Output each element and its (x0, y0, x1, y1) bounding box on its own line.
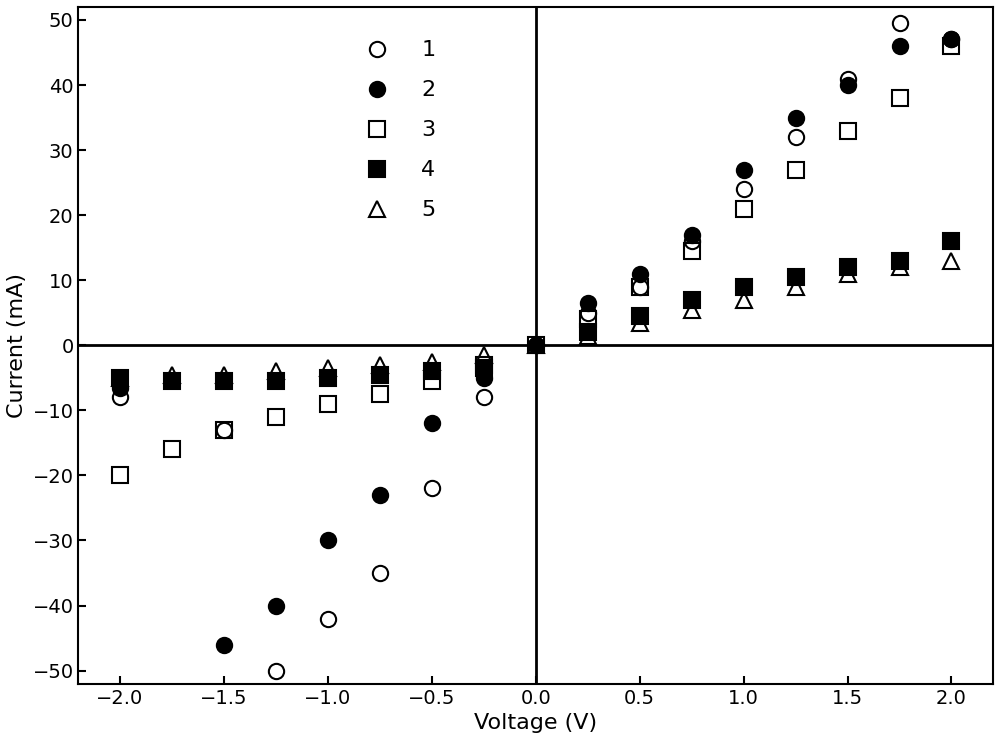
3 (322, 400, 334, 408)
5 (374, 360, 386, 369)
Legend: 1, 2, 3, 4, 5: 1, 2, 3, 4, 5 (346, 32, 444, 229)
5 (114, 374, 126, 383)
1 (114, 393, 126, 402)
1 (322, 614, 334, 623)
4 (738, 282, 750, 291)
3 (894, 93, 906, 102)
2 (842, 81, 854, 90)
1 (686, 237, 698, 246)
1 (842, 74, 854, 83)
2 (738, 165, 750, 174)
4 (894, 256, 906, 265)
4 (634, 312, 646, 320)
3 (426, 377, 438, 386)
4 (945, 237, 957, 246)
4 (426, 367, 438, 376)
2 (426, 419, 438, 428)
4 (218, 377, 230, 386)
2 (114, 383, 126, 392)
3 (270, 412, 282, 421)
2 (322, 536, 334, 545)
3 (738, 204, 750, 213)
4 (114, 374, 126, 383)
5 (166, 370, 178, 379)
5 (738, 295, 750, 304)
5 (478, 351, 490, 360)
2 (634, 269, 646, 278)
5 (530, 341, 542, 350)
3 (478, 360, 490, 369)
5 (270, 367, 282, 376)
Line: 1: 1 (112, 16, 959, 679)
5 (634, 318, 646, 327)
5 (218, 370, 230, 379)
1 (790, 132, 802, 141)
1 (374, 568, 386, 577)
5 (842, 269, 854, 278)
4 (478, 363, 490, 372)
3 (790, 165, 802, 174)
1 (426, 484, 438, 493)
3 (166, 445, 178, 454)
3 (686, 246, 698, 255)
5 (686, 305, 698, 314)
1 (530, 341, 542, 350)
X-axis label: Voltage (V): Voltage (V) (474, 713, 597, 733)
4 (374, 370, 386, 379)
1 (894, 18, 906, 27)
2 (686, 230, 698, 239)
3 (842, 126, 854, 135)
5 (790, 282, 802, 291)
5 (945, 256, 957, 265)
5 (426, 357, 438, 366)
Line: 4: 4 (112, 234, 959, 388)
1 (634, 282, 646, 291)
2 (582, 298, 594, 307)
5 (894, 263, 906, 272)
Line: 3: 3 (112, 38, 959, 483)
5 (582, 331, 594, 340)
3 (582, 314, 594, 323)
1 (478, 393, 490, 402)
4 (166, 377, 178, 386)
1 (945, 35, 957, 44)
3 (634, 282, 646, 291)
2 (478, 374, 490, 383)
1 (218, 425, 230, 434)
2 (270, 601, 282, 610)
4 (322, 374, 334, 383)
Y-axis label: Current (mA): Current (mA) (7, 273, 27, 418)
1 (582, 309, 594, 317)
4 (270, 377, 282, 386)
4 (790, 272, 802, 281)
1 (738, 185, 750, 194)
2 (218, 640, 230, 649)
3 (530, 341, 542, 350)
1 (270, 666, 282, 675)
3 (218, 425, 230, 434)
4 (686, 295, 698, 304)
2 (945, 35, 957, 44)
4 (842, 263, 854, 272)
3 (374, 390, 386, 399)
2 (374, 491, 386, 500)
4 (582, 328, 594, 337)
5 (322, 363, 334, 372)
2 (894, 41, 906, 50)
Line: 5: 5 (112, 253, 959, 386)
2 (790, 113, 802, 122)
Line: 2: 2 (112, 32, 959, 652)
3 (945, 41, 957, 50)
3 (114, 471, 126, 480)
2 (530, 341, 542, 350)
